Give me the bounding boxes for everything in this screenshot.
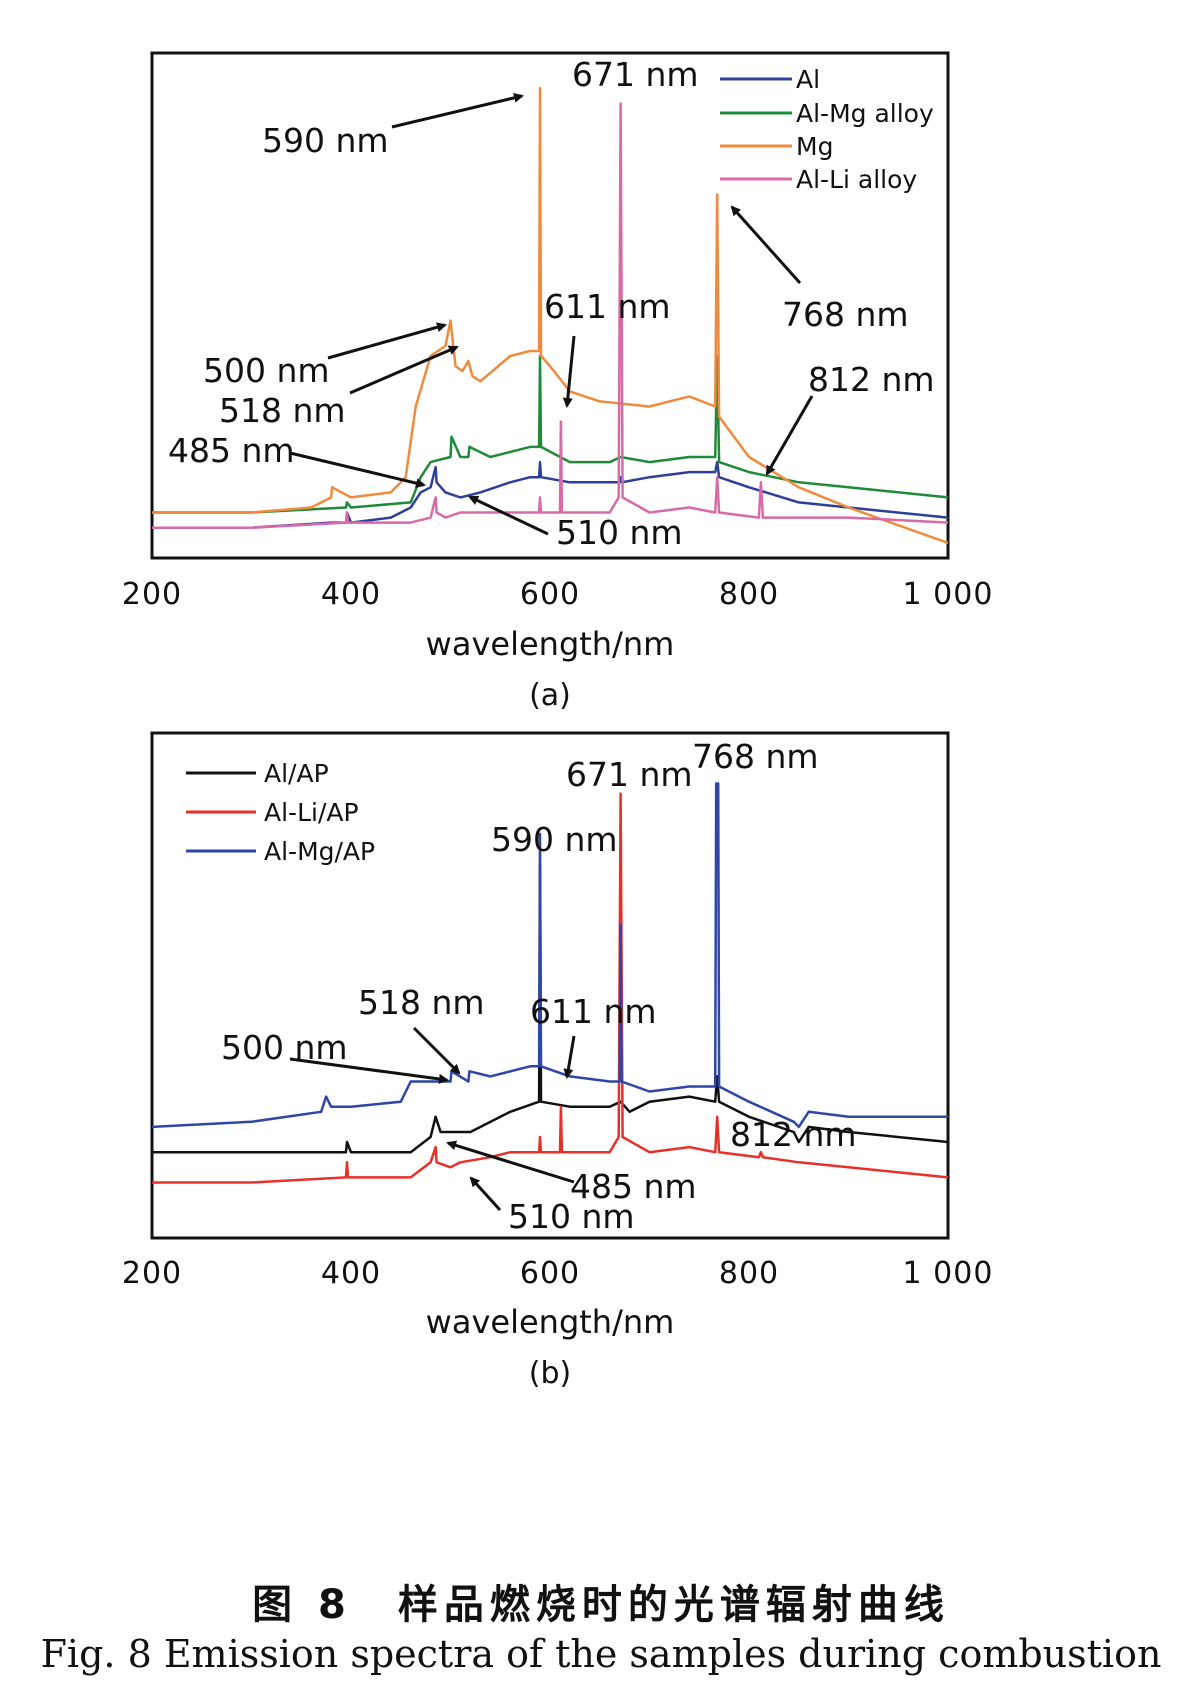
annotation-510nm-b: 510 nm [508,1197,635,1236]
annotation-671nm-b: 671 nm [566,755,693,794]
annotation-485nm-b: 485 nm [570,1167,697,1206]
arrow-500nm-b [289,1057,449,1084]
annotations-a: 590 nm 671 nm 768 nm 611 nm 500 nm 518 n… [168,55,935,552]
arrow-485nm-a [289,451,426,489]
series-layer-b [151,782,949,1184]
arrow-510nm-a [468,495,549,536]
legend-a: Al Al-Mg alloy Mg Al-Li alloy [720,65,934,194]
figure-caption-chinese: 图 8 样品燃烧时的光谱辐射曲线 [252,1582,950,1628]
series-line-al-mg-ap-b [151,782,948,1129]
annotation-arrows-b [289,1026,576,1212]
panel-label-b: (b) [529,1356,571,1391]
annotation-768nm-a: 768 nm [782,295,909,334]
annotation-500nm-b: 500 nm [221,1028,348,1067]
arrow-510nm-b [469,1176,502,1212]
annotation-510nm-a: 510 nm [556,513,683,552]
x-tick-label-800-b: 800 [719,1256,779,1291]
annotation-812nm-a: 812 nm [808,360,935,399]
annotation-768nm-b: 768 nm [692,737,819,776]
x-tick-label-200-a: 200 [122,577,182,612]
legend-label-al-ap: Al/AP [264,759,329,788]
annotation-671nm-a: 671 nm [572,55,699,94]
legend-label-al-mg-ap: Al-Mg/AP [264,837,375,866]
series-line-al-ap-b [152,863,949,1154]
x-tick-label-800-a: 800 [719,577,779,612]
series-line-mg-a [152,87,949,545]
annotation-611nm-a: 611 nm [544,287,671,326]
annotation-518nm-b: 518 nm [358,983,485,1022]
annotation-590nm-b: 590 nm [491,820,618,859]
x-tick-label-600-a: 600 [520,577,580,612]
legend-b: Al/AP Al-Li/AP Al-Mg/AP [186,759,375,866]
series-line-al-a [152,460,949,529]
legend-label-al-li: Al-Li alloy [796,165,917,194]
legend-label-al-mg: Al-Mg alloy [796,99,934,128]
arrow-590nm-a [391,92,524,129]
plot-frame-a [150,51,950,560]
x-ticks-b: 200 400 600 800 1 000 [122,1256,994,1291]
x-axis-label-a: wavelength/nm [426,625,675,663]
panel-a: 200 400 600 800 1 000 wavelength/nm (a) Al A… [122,51,994,713]
legend-label-mg: Mg [796,132,833,161]
legend-label-al-li-ap: Al-Li/AP [264,798,359,827]
annotation-500nm-a: 500 nm [203,351,330,390]
plot-frame-b [150,731,950,1240]
arrow-518nm-b [412,1026,461,1075]
x-axis-label-b: wavelength/nm [426,1303,675,1341]
arrow-611nm-b [563,1035,576,1079]
arrow-768nm-a [730,205,802,285]
arrow-812nm-a [765,395,814,476]
arrow-485nm-b [446,1140,575,1184]
legend-label-al: Al [796,65,820,94]
panel-b: 200 400 600 800 1 000 wavelength/nm (b) Al/A… [122,731,994,1391]
x-tick-label-600-b: 600 [520,1256,580,1291]
figure-caption-english: Fig. 8 Emission spectra of the samples d… [40,1632,1162,1676]
x-tick-label-400-a: 400 [321,577,381,612]
arrow-518nm-a [349,345,459,395]
series-layer-a [152,87,949,545]
annotation-518nm-a: 518 nm [219,391,346,430]
arrow-611nm-a [562,335,576,408]
x-tick-label-200-b: 200 [122,1256,182,1291]
series-line-al-li-ap-b [152,792,949,1184]
x-tick-label-400-b: 400 [321,1256,381,1291]
series-line-al-li-alloy-a [152,102,949,529]
annotation-590nm-a: 590 nm [262,121,389,160]
arrow-500nm-a [327,322,447,360]
x-tick-label-1000-a: 1 000 [903,577,994,612]
x-ticks-a: 200 400 600 800 1 000 [122,577,994,612]
annotation-812nm-b: 812 nm [730,1115,857,1154]
annotations-b: 671 nm 768 nm 590 nm 518 nm 611 nm 500 n… [221,737,857,1236]
annotation-611nm-b: 611 nm [530,992,657,1031]
panel-label-a: (a) [529,678,571,713]
x-tick-label-1000-b: 1 000 [903,1256,994,1291]
annotation-arrows-a [289,92,814,536]
annotation-485nm-a: 485 nm [168,431,295,470]
